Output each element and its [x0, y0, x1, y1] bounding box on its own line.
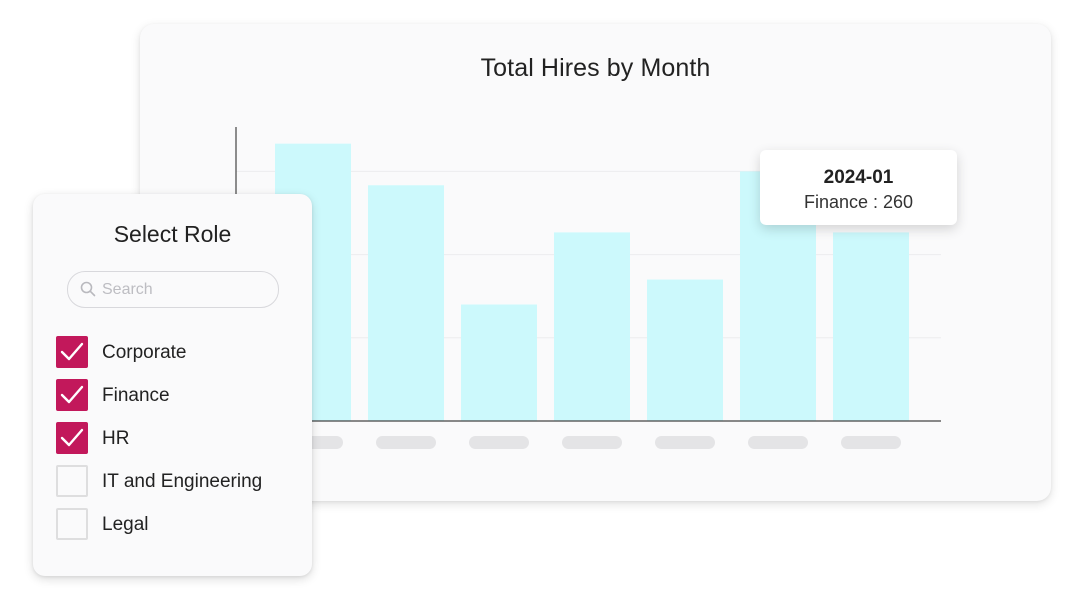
x-tick-label-placeholder	[562, 436, 622, 449]
role-label: IT and Engineering	[102, 471, 263, 492]
bar[interactable]	[833, 232, 909, 421]
search-input[interactable]	[102, 272, 272, 307]
x-tick-label-placeholder	[376, 436, 436, 449]
role-checkbox[interactable]	[56, 379, 88, 411]
role-label: Finance	[102, 385, 170, 406]
bar[interactable]	[461, 304, 537, 421]
filter-title: Select Role	[113, 221, 232, 247]
search-icon	[80, 281, 96, 297]
role-filter-panel: Select Role Corporate Finance HR IT and …	[33, 194, 312, 576]
role-checkbox[interactable]	[56, 508, 88, 540]
role-label: HR	[102, 428, 130, 449]
chart-tooltip: 2024-01 Finance : 260	[760, 150, 957, 225]
tooltip-date: 2024-01	[823, 167, 894, 188]
x-tick-label-placeholder	[469, 436, 529, 449]
x-tick-label-placeholder	[655, 436, 715, 449]
checkmark-icon	[60, 385, 84, 404]
chart-title: Total Hires by Month	[480, 54, 711, 82]
bar[interactable]	[368, 185, 444, 421]
x-tick-label-placeholder	[748, 436, 808, 449]
role-label: Corporate	[102, 342, 187, 363]
search-box[interactable]	[67, 271, 279, 308]
role-checkbox[interactable]	[56, 422, 88, 454]
checkmark-icon	[60, 428, 84, 447]
checkmark-icon	[60, 342, 84, 361]
tooltip-value: Finance : 260	[803, 192, 914, 212]
x-tick-label-placeholder	[841, 436, 901, 449]
role-checkbox[interactable]	[56, 336, 88, 368]
bar[interactable]	[554, 232, 630, 421]
bar[interactable]	[647, 279, 723, 421]
role-checkbox[interactable]	[56, 465, 88, 497]
role-label: Legal	[102, 514, 149, 535]
